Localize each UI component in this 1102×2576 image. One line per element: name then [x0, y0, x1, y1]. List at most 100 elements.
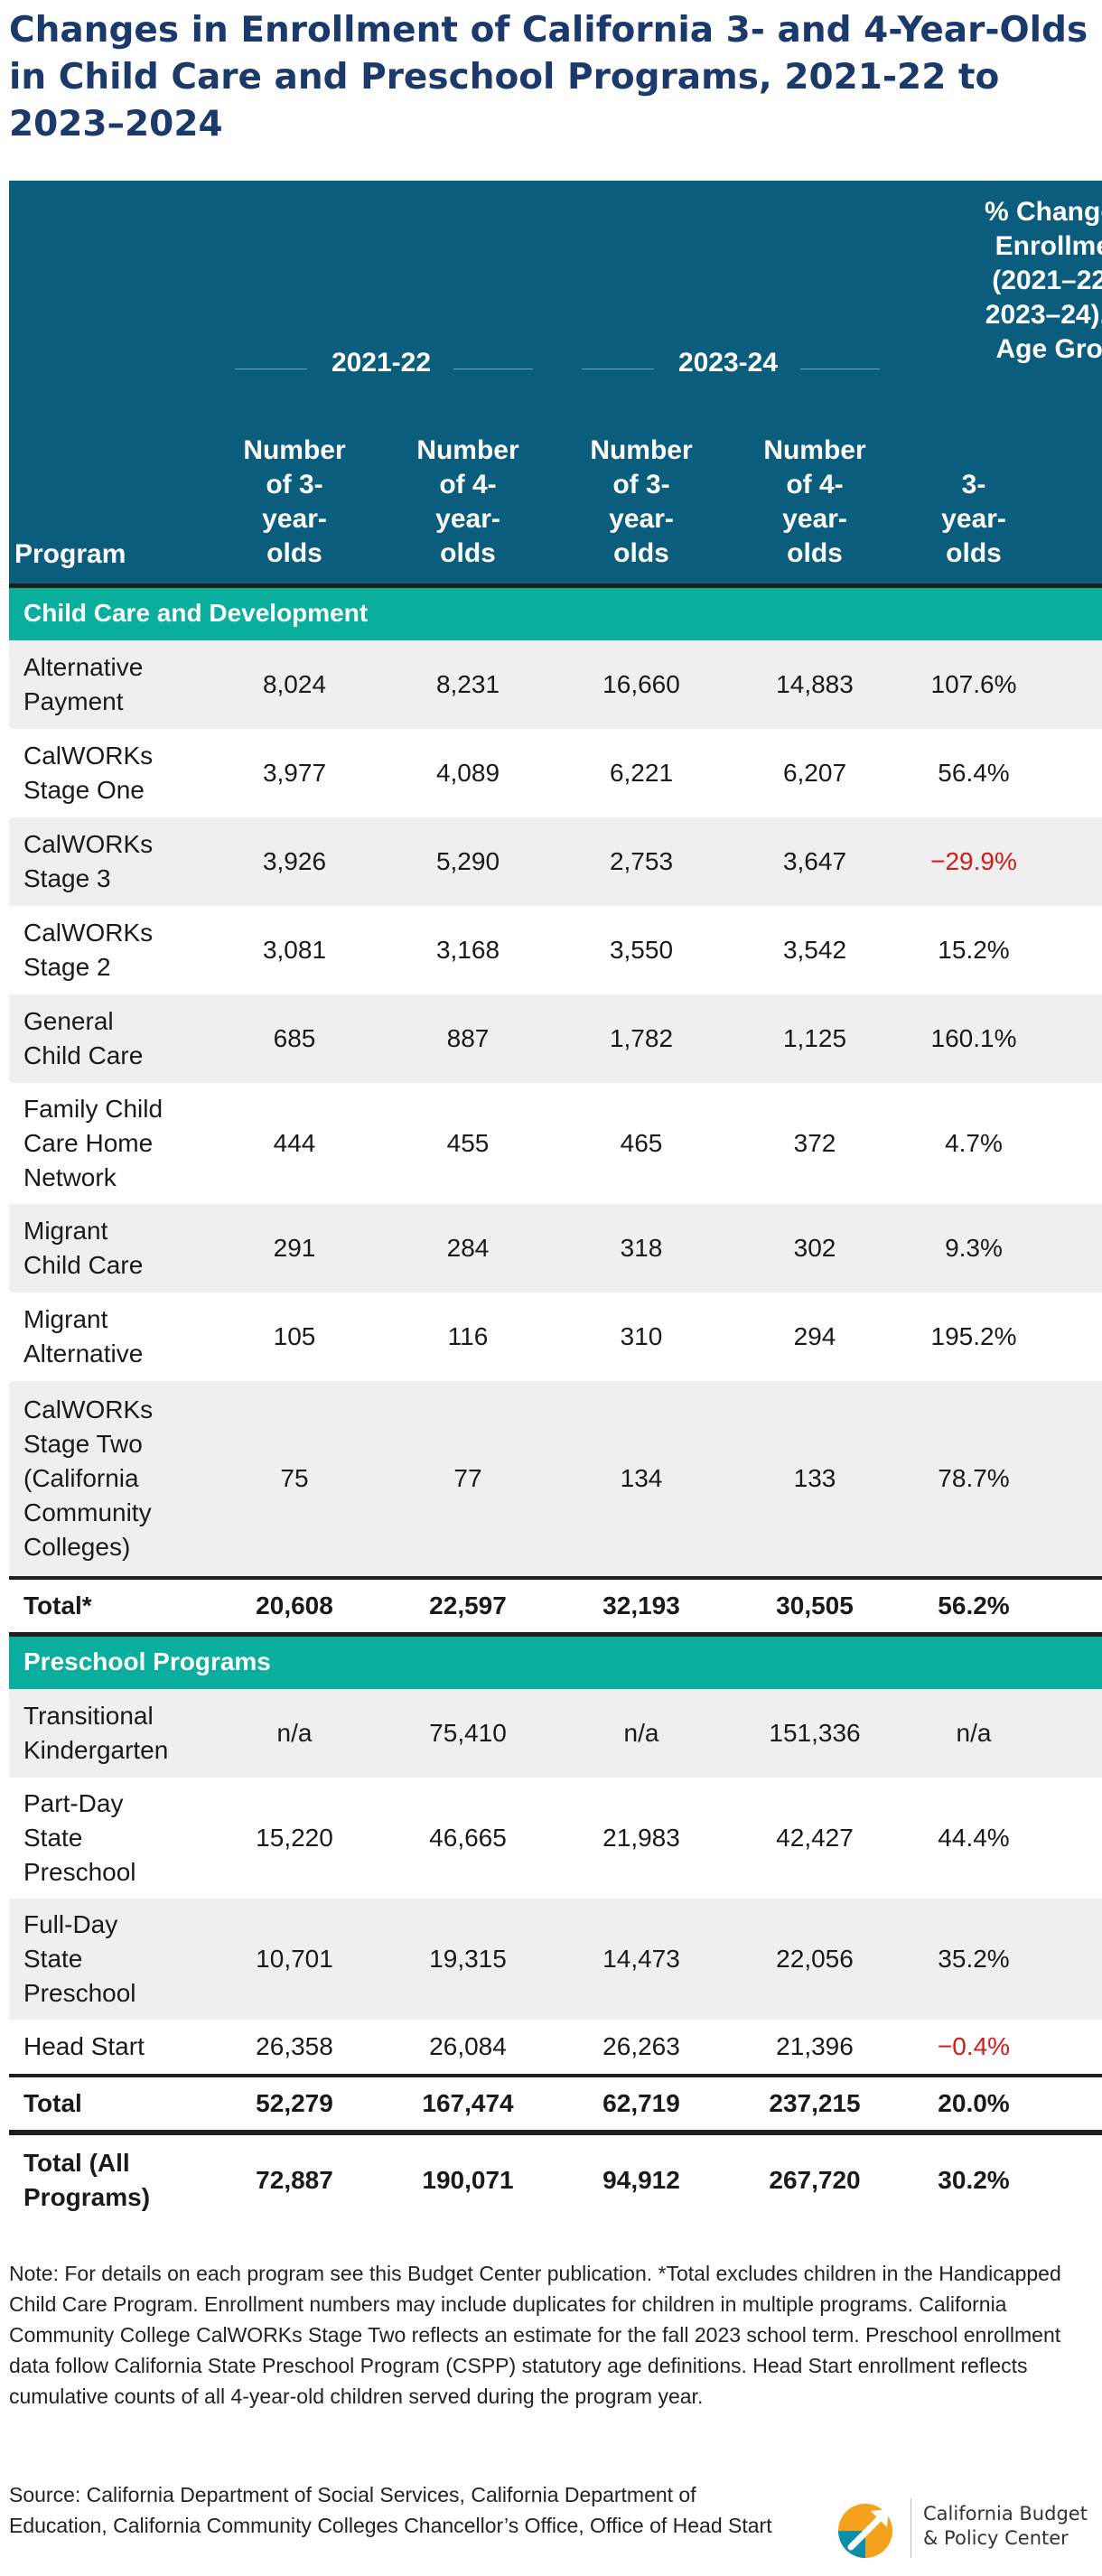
program-name-line: Part-Day: [23, 1789, 124, 1817]
program-cell: CalWORKs Stage Two (California Community Col…: [23, 1381, 222, 1576]
program-name-line: Stage 3: [23, 864, 111, 892]
value-cell-v2324_4: 21,396: [776, 2032, 854, 2060]
program-name-line: Alternative: [23, 1339, 144, 1367]
header-2021-3yo-line: of 3-: [266, 470, 323, 499]
program-name: CalWORKs Stage 3: [23, 827, 153, 896]
budget-center-logo: California Budget & Policy Center: [831, 2493, 1093, 2565]
program-name: Part-Day State Preschool: [23, 1787, 136, 1890]
page-title: Changes in Enrollment of California 3- a…: [9, 7, 1093, 148]
table-row: CalWORKs Stage One 3,977 4,089 6,221 6,207 56.…: [9, 729, 1102, 818]
value-cell-v2324_3: 26,263: [602, 2032, 680, 2060]
header-pct-3yo-line: 3-: [961, 470, 986, 499]
value-cell-pct_3: 78.7%: [938, 1464, 1010, 1492]
group-pct-change-line: % Change in: [984, 197, 1102, 227]
header-pct-4yo: 4-year-olds: [1069, 468, 1102, 571]
value-cell-v2324_3: 21,983: [602, 1824, 680, 1852]
enrollment-table: Program Number of 3- year-olds Number of 4- ye…: [9, 181, 1102, 2226]
value-cell-pct_3: 44.4%: [938, 1824, 1010, 1852]
value-cell-v2122_3: 75: [280, 1464, 309, 1492]
program-name-line: State: [23, 1824, 83, 1852]
program-name: Migrant Child Care: [23, 1214, 143, 1283]
value-cell-v2324_3: 32,193: [602, 1591, 680, 1619]
header-2023-4yo-line: year-: [782, 504, 847, 534]
value-cell-v2122_4: 190,071: [422, 2166, 514, 2194]
value-cell-v2122_3: 3,081: [262, 936, 327, 964]
program-cell: Total (All Programs): [23, 2135, 222, 2226]
program-name-line: Colleges): [23, 1533, 131, 1561]
header-2023-4yo-line: olds: [787, 538, 843, 568]
value-cell-v2324_4: 302: [793, 1234, 836, 1262]
value-cell-v2122_4: 116: [447, 1322, 489, 1350]
value-cell-v2324_4: 42,427: [776, 1824, 854, 1852]
program-name-line: CalWORKs: [23, 830, 154, 858]
header-pct-3yo-line: olds: [946, 538, 1002, 568]
program-name: Total*: [23, 1589, 92, 1623]
program-cell: Head Start: [23, 2020, 222, 2074]
table-row: Part-Day State Preschool 15,220 46,665 21,983…: [9, 1778, 1102, 1899]
program-name: CalWORKs Stage 2: [23, 916, 153, 985]
value-cell-v2122_3: 105: [273, 1322, 316, 1350]
table-row: Head Start 26,358 26,084 26,263 21,396 −0.4% −…: [9, 2020, 1102, 2075]
value-cell-v2122_4: 455: [446, 1129, 490, 1157]
value-cell-pct_3: 20.0%: [938, 2089, 1010, 2117]
program-name-line: Preschool: [23, 1979, 136, 2007]
table-row: Migrant Alternative 105 116 310 294 195.2% 153.…: [9, 1293, 1102, 1382]
value-cell-pct_4: 6.3%: [1069, 1204, 1102, 1293]
program-name: Head Start: [23, 2030, 145, 2064]
title-line-1: Changes in Enrollment of California 3- a…: [9, 10, 1088, 51]
program-name-line: Total (All: [23, 2149, 130, 2177]
value-cell-v2324_3: n/a: [623, 1719, 659, 1747]
header-pct-4yo-line: year-: [1069, 502, 1102, 537]
value-cell-v2324_4: 6,207: [782, 759, 847, 787]
title-line-3: 2023–2024: [9, 104, 223, 145]
value-cell-pct_3: 107.6%: [930, 670, 1017, 698]
header-2023-3yo-line: of 3-: [612, 470, 670, 499]
value-cell-v2122_3: 291: [273, 1234, 316, 1262]
value-cell-v2324_3: 310: [620, 1322, 663, 1350]
value-cell-v2324_3: 1,782: [609, 1024, 674, 1052]
program-name-line: Stage Two: [23, 1430, 143, 1458]
value-cell-v2324_3: 2,753: [609, 847, 674, 875]
value-cell-v2324_4: 372: [793, 1129, 836, 1157]
header-2023-3yo-line: olds: [613, 538, 669, 568]
program-name-line: Payment: [23, 687, 124, 715]
table-divider: [9, 583, 1102, 588]
value-cell-pct_3: −29.9%: [930, 847, 1017, 875]
value-cell-v2122_4: 167,474: [422, 2089, 514, 2117]
program-name-line: Migrant: [23, 1305, 108, 1333]
value-cell-pct_3: 35.2%: [938, 1945, 1010, 1973]
value-cell-pct_3: n/a: [956, 1719, 992, 1747]
program-name-line: Child Care: [23, 1041, 144, 1069]
header-2021-4yo-line: year-: [435, 504, 500, 534]
program-cell: CalWORKs Stage 3: [23, 817, 222, 906]
program-name: Full-Day State Preschool: [23, 1908, 136, 2011]
value-cell-pct_3: 195.2%: [930, 1322, 1017, 1350]
table-row: Transitional Kindergarten n/a 75,410 n/a 151,…: [9, 1689, 1102, 1778]
value-cell-v2122_4: 5,290: [435, 847, 500, 875]
program-name: Family Child Care Home Network: [23, 1092, 163, 1195]
value-cell-pct_3: 15.2%: [938, 936, 1010, 964]
value-cell-v2324_4: 3,542: [782, 936, 847, 964]
program-cell: Migrant Alternative: [23, 1293, 222, 1381]
value-cell-pct_3: −0.4%: [937, 2032, 1011, 2060]
logo-line-1: California Budget: [923, 2503, 1088, 2525]
program-name-line: Preschool: [23, 1858, 136, 1886]
table-row: Family Child Care Home Network 444 455 465 372…: [9, 1083, 1102, 1205]
program-name-line: General: [23, 1007, 114, 1035]
value-cell-v2324_4: 237,215: [769, 2089, 861, 2117]
table-row: Alternative Payment 8,024 8,231 16,660 14,883…: [9, 640, 1102, 730]
header-pct-4yo-line: 4-: [1069, 468, 1102, 502]
program-name: Total (All Programs): [23, 2146, 150, 2215]
value-cell-v2122_3: 8,024: [262, 670, 327, 698]
program-name-line: CalWORKs: [23, 1395, 154, 1423]
header-2021-4yo-line: of 4-: [439, 470, 497, 499]
program-cell: Family Child Care Home Network: [23, 1083, 222, 1204]
value-cell-v2324_4: 294: [793, 1322, 836, 1350]
program-name-line: CalWORKs: [23, 919, 154, 947]
budget-center-arrow-icon: [838, 2504, 892, 2558]
value-cell-pct_3: 9.3%: [945, 1234, 1003, 1262]
program-name: Alternative Payment: [23, 650, 143, 719]
value-cell-pct_4: 14.2%: [1069, 1899, 1102, 2020]
value-cell-pct_4: 11.8%: [1069, 906, 1102, 994]
value-cell-v2122_4: 75,410: [429, 1719, 507, 1747]
